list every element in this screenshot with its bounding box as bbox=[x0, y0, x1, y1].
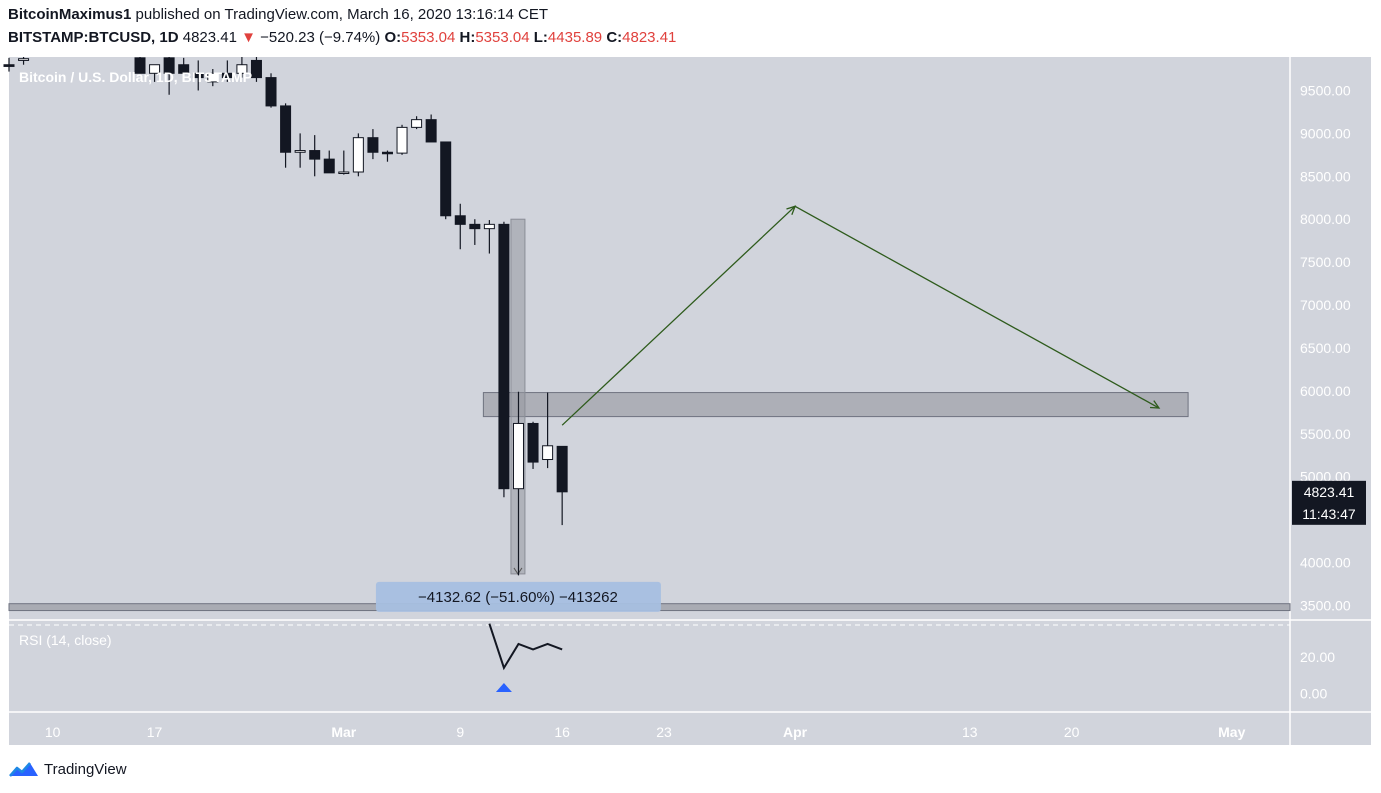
candle-down bbox=[134, 57, 146, 74]
price-tick-label: 9500.00 bbox=[1300, 82, 1351, 98]
candle-up bbox=[207, 72, 219, 83]
low-label: L: bbox=[533, 29, 548, 46]
time-tick-label: 16 bbox=[554, 724, 570, 740]
low-value: 4435.89 bbox=[547, 29, 603, 46]
tradingview-footer[interactable]: TradingView bbox=[8, 759, 127, 779]
tradingview-brand: TradingView bbox=[44, 760, 127, 778]
last-price-tag-value: 4823.41 bbox=[1304, 484, 1355, 500]
price-tick-label: 3500.00 bbox=[1300, 597, 1351, 613]
candle-down bbox=[440, 141, 452, 217]
candle-up bbox=[352, 137, 364, 173]
candle-up bbox=[483, 223, 495, 230]
candle-up bbox=[294, 150, 306, 153]
price-tick-label: 5500.00 bbox=[1300, 426, 1351, 442]
countdown-tag-value: 11:43:47 bbox=[1302, 506, 1356, 522]
author-name[interactable]: BitcoinMaximus1 bbox=[8, 6, 132, 23]
rsi-tick-label: 20.00 bbox=[1300, 649, 1335, 665]
candle-down bbox=[367, 137, 379, 153]
price-tick-label: 7500.00 bbox=[1300, 254, 1351, 270]
time-tick-label: Apr bbox=[783, 724, 808, 740]
candle-down bbox=[498, 223, 510, 490]
rsi-tick-label: 0.00 bbox=[1300, 686, 1327, 702]
rsi-line bbox=[488, 623, 563, 671]
price-tick-label: 6000.00 bbox=[1300, 383, 1351, 399]
candle-down bbox=[527, 422, 539, 463]
high-label: H: bbox=[459, 29, 476, 46]
publish-info: BitcoinMaximus1 published on TradingView… bbox=[8, 6, 548, 23]
time-tick-label: 10 bbox=[45, 724, 61, 740]
candle-up bbox=[18, 58, 30, 61]
close-value: 4823.41 bbox=[622, 29, 677, 46]
candle-down bbox=[309, 150, 321, 160]
price-tick-label: 5000.00 bbox=[1300, 469, 1351, 485]
rsi-label: RSI (14, close) bbox=[19, 632, 112, 648]
price-axis[interactable] bbox=[1290, 57, 1371, 712]
candle-down bbox=[556, 445, 568, 493]
time-tick-label: 13 bbox=[962, 724, 978, 740]
candle-down bbox=[221, 72, 233, 79]
candle-down bbox=[381, 151, 393, 155]
candle-up bbox=[512, 422, 524, 490]
candle-down bbox=[250, 59, 262, 79]
candle-down bbox=[178, 64, 190, 74]
last-price-tag bbox=[1292, 480, 1366, 525]
candle-down bbox=[425, 119, 437, 143]
candle-down bbox=[454, 215, 466, 225]
rsi-pane[interactable] bbox=[9, 620, 1290, 712]
projection-arrow-up-icon bbox=[786, 205, 797, 215]
measure-label-box bbox=[375, 581, 661, 612]
candle-up bbox=[396, 126, 408, 154]
time-tick-label: 9 bbox=[456, 724, 464, 740]
down-arrow-icon: ▼ bbox=[241, 29, 256, 46]
symbol-name[interactable]: BITSTAMP:BTCUSD, 1D bbox=[8, 29, 179, 46]
time-tick-label: May bbox=[1218, 724, 1245, 740]
price-pane[interactable] bbox=[9, 57, 1290, 620]
candle-down bbox=[323, 158, 335, 174]
rsi-marker-icon bbox=[495, 683, 512, 692]
publish-date: published on TradingView.com, March 16, … bbox=[135, 6, 549, 23]
time-tick-label: 20 bbox=[1064, 724, 1080, 740]
support-zone bbox=[482, 392, 1189, 418]
candle-down bbox=[163, 57, 175, 74]
candle-up bbox=[236, 64, 248, 74]
close-label: C: bbox=[606, 29, 623, 46]
candle-down bbox=[192, 72, 204, 79]
candle-up bbox=[542, 445, 554, 461]
time-tick-label: 23 bbox=[656, 724, 672, 740]
tradingview-logo-icon bbox=[9, 762, 38, 777]
candle-down bbox=[280, 105, 292, 153]
last-price: 4823.41 bbox=[182, 29, 237, 46]
candle-down bbox=[469, 223, 481, 230]
candle-up bbox=[411, 119, 423, 128]
projection-arrow-down-icon bbox=[1149, 400, 1161, 409]
time-tick-label: Mar bbox=[331, 724, 356, 740]
candle-down bbox=[265, 77, 277, 107]
price-tick-label: 6500.00 bbox=[1300, 340, 1351, 356]
price-tick-label: 4000.00 bbox=[1300, 554, 1351, 570]
price-tick-label: 8000.00 bbox=[1300, 211, 1351, 227]
candle-up bbox=[149, 64, 161, 74]
price-change: −520.23 (−9.74%) bbox=[260, 29, 381, 46]
high-value: 5353.04 bbox=[475, 29, 530, 46]
symbol-legend: BITSTAMP:BTCUSD, 1D 4823.41 ▼ −520.23 (−… bbox=[8, 29, 676, 46]
chart-title: Bitcoin / U.S. Dollar, 1D, BITSTAMP bbox=[19, 69, 252, 85]
time-tick-label: 17 bbox=[147, 724, 163, 740]
measure-label: −4132.62 (−51.60%) −413262 bbox=[418, 589, 618, 606]
open-label: O: bbox=[384, 29, 402, 46]
candle-down bbox=[3, 64, 15, 67]
candle-up bbox=[338, 171, 350, 175]
open-value: 5353.04 bbox=[401, 29, 456, 46]
price-tick-label: 7000.00 bbox=[1300, 297, 1351, 313]
price-tick-label: 8500.00 bbox=[1300, 168, 1351, 184]
time-axis[interactable] bbox=[9, 712, 1371, 745]
price-tick-label: 9000.00 bbox=[1300, 125, 1351, 141]
